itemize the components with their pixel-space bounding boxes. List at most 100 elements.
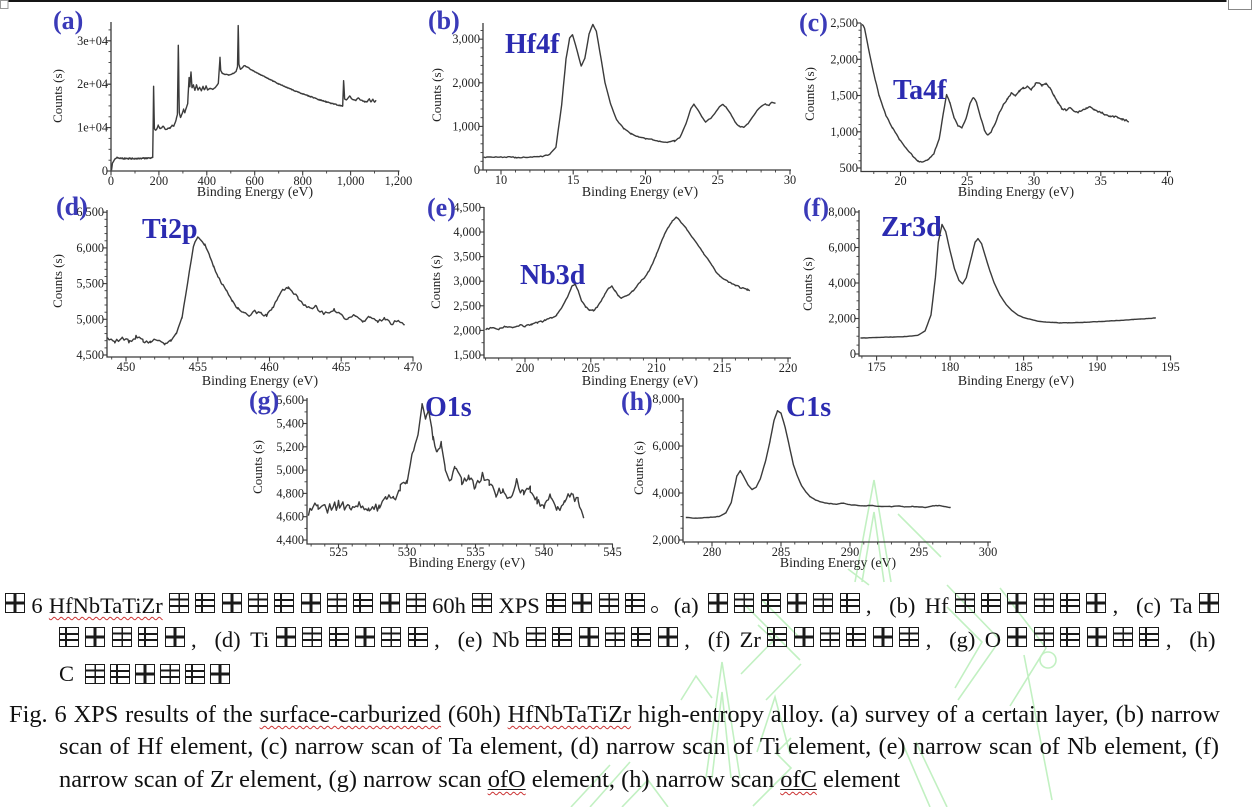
svg-text:200: 200 [516, 361, 534, 375]
svg-text:30: 30 [784, 173, 796, 187]
svg-text:450: 450 [117, 360, 135, 374]
svg-text:200: 200 [150, 174, 168, 188]
svg-text:Hf4f: Hf4f [505, 29, 560, 60]
svg-text:5,200: 5,200 [276, 440, 304, 454]
svg-text:15: 15 [567, 173, 579, 187]
svg-text:Counts (s): Counts (s) [428, 255, 443, 309]
svg-text:1,500: 1,500 [830, 89, 858, 103]
svg-text:540: 540 [535, 545, 553, 559]
svg-text:800: 800 [293, 174, 311, 188]
svg-text:4,400: 4,400 [276, 533, 304, 547]
svg-text:40: 40 [1161, 174, 1173, 188]
svg-text:6,000: 6,000 [652, 439, 680, 453]
svg-text:5,600: 5,600 [276, 393, 304, 407]
svg-text:Counts (s): Counts (s) [631, 441, 646, 495]
svg-text:2,000: 2,000 [830, 52, 858, 66]
svg-text:1,500: 1,500 [453, 348, 481, 362]
svg-text:Ti2p: Ti2p [142, 214, 198, 245]
svg-text:Binding Energy (eV): Binding Energy (eV) [582, 184, 698, 200]
svg-text:O1s: O1s [425, 392, 472, 423]
svg-text:2e+04: 2e+04 [77, 77, 108, 91]
svg-text:Counts (s): Counts (s) [800, 257, 815, 311]
svg-text:Binding Energy (eV): Binding Energy (eV) [958, 373, 1074, 389]
svg-text:2,000: 2,000 [828, 312, 856, 326]
svg-text:2,500: 2,500 [453, 299, 481, 313]
svg-text:Counts (s): Counts (s) [802, 67, 817, 121]
svg-text:25: 25 [712, 173, 724, 187]
svg-text:0: 0 [108, 174, 114, 188]
svg-text:(e): (e) [427, 193, 456, 222]
svg-text:290: 290 [841, 545, 859, 559]
svg-text:5,000: 5,000 [76, 312, 104, 326]
svg-text:400: 400 [198, 174, 216, 188]
svg-text:2,000: 2,000 [652, 533, 680, 547]
svg-text:4,800: 4,800 [276, 486, 304, 500]
svg-text:Binding Energy (eV): Binding Energy (eV) [780, 555, 896, 571]
svg-text:1,200: 1,200 [385, 174, 413, 188]
svg-text:4,000: 4,000 [652, 486, 680, 500]
svg-text:6,500: 6,500 [76, 205, 104, 219]
svg-text:Binding Energy (eV): Binding Energy (eV) [409, 555, 525, 571]
svg-text:185: 185 [1014, 360, 1032, 374]
svg-text:Nb3d: Nb3d [520, 260, 586, 291]
svg-text:5,400: 5,400 [276, 417, 304, 431]
svg-text:4,600: 4,600 [276, 510, 304, 524]
svg-text:30: 30 [1028, 174, 1040, 188]
svg-text:(g): (g) [249, 386, 279, 415]
svg-text:535: 535 [466, 545, 484, 559]
svg-text:8,000: 8,000 [652, 392, 680, 406]
svg-text:175: 175 [867, 360, 885, 374]
svg-text:190: 190 [1088, 360, 1106, 374]
svg-text:(a): (a) [53, 6, 83, 35]
svg-text:Binding Energy (eV): Binding Energy (eV) [197, 184, 313, 200]
svg-text:(d): (d) [56, 192, 88, 221]
svg-text:4,000: 4,000 [453, 225, 481, 239]
svg-text:2,000: 2,000 [452, 76, 480, 90]
svg-text:6,000: 6,000 [76, 241, 104, 255]
svg-text:545: 545 [603, 545, 621, 559]
svg-text:Ta4f: Ta4f [893, 75, 947, 106]
svg-text:Counts (s): Counts (s) [50, 254, 65, 308]
svg-text:465: 465 [332, 360, 350, 374]
svg-text:35: 35 [1095, 174, 1107, 188]
svg-text:(c): (c) [799, 8, 828, 37]
svg-text:4,500: 4,500 [453, 200, 481, 214]
svg-text:205: 205 [582, 361, 600, 375]
svg-text:3,500: 3,500 [453, 250, 481, 264]
svg-text:1,000: 1,000 [337, 174, 365, 188]
svg-text:(h): (h) [621, 387, 653, 416]
svg-text:4,500: 4,500 [76, 348, 104, 362]
svg-text:460: 460 [260, 360, 278, 374]
svg-text:Counts (s): Counts (s) [250, 440, 265, 494]
svg-text:3,000: 3,000 [453, 274, 481, 288]
svg-text:455: 455 [189, 360, 207, 374]
svg-text:2,000: 2,000 [453, 323, 481, 337]
svg-text:220: 220 [779, 361, 797, 375]
svg-text:530: 530 [398, 545, 416, 559]
svg-text:C1s: C1s [786, 392, 831, 423]
svg-text:20: 20 [894, 174, 906, 188]
svg-text:180: 180 [941, 360, 959, 374]
svg-text:1,000: 1,000 [830, 125, 858, 139]
svg-text:25: 25 [961, 174, 973, 188]
svg-text:0: 0 [850, 347, 856, 361]
svg-text:4,000: 4,000 [828, 276, 856, 290]
svg-text:8,000: 8,000 [828, 205, 856, 219]
svg-text:Counts (s): Counts (s) [429, 68, 444, 122]
svg-text:3e+04: 3e+04 [77, 34, 108, 48]
svg-text:2,500: 2,500 [830, 16, 858, 30]
svg-text:470: 470 [404, 360, 422, 374]
svg-text:285: 285 [772, 545, 790, 559]
svg-text:295: 295 [910, 545, 928, 559]
svg-text:Counts (s): Counts (s) [50, 69, 65, 123]
svg-text:1,000: 1,000 [452, 119, 480, 133]
svg-text:10: 10 [495, 173, 507, 187]
svg-text:5,000: 5,000 [276, 463, 304, 477]
svg-text:Binding Energy (eV): Binding Energy (eV) [958, 184, 1074, 200]
svg-text:0: 0 [102, 164, 108, 178]
svg-text:5,500: 5,500 [76, 277, 104, 291]
svg-text:280: 280 [703, 545, 721, 559]
svg-text:0: 0 [474, 163, 480, 177]
svg-text:600: 600 [245, 174, 263, 188]
svg-text:(f): (f) [803, 193, 829, 222]
